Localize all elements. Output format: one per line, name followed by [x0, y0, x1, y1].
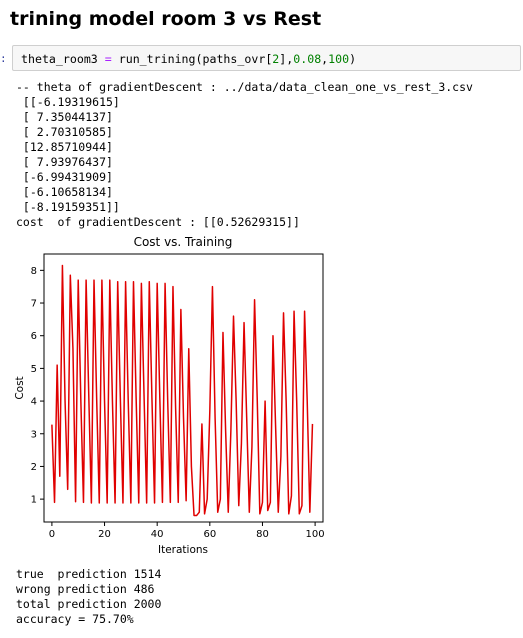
- theta-line: [ 7.93976437]: [16, 155, 113, 169]
- code-iterations: 100: [328, 52, 350, 66]
- y-axis: 1 2 3 4 5 6 7 8: [31, 266, 44, 506]
- code-learning-rate: 0.08: [293, 52, 322, 66]
- theta-line: [-6.10658134]: [16, 185, 113, 199]
- x-tick-label: 100: [306, 529, 325, 540]
- code-call: run_trining(paths_ovr[: [118, 52, 273, 66]
- y-tick-label: 3: [31, 429, 37, 440]
- cell-prompt: :: [0, 52, 7, 65]
- cost-chart-svg: Cost vs. Training 0 20 40 60 80 100 12345678 …: [14, 235, 325, 556]
- code-close: ): [349, 52, 357, 66]
- output-header: -- theta of gradientDescent : ../data/da…: [16, 80, 473, 94]
- code-mid: ],: [279, 52, 294, 66]
- x-tick-label: 40: [151, 529, 164, 540]
- accuracy: accuracy = 75.70%: [16, 612, 134, 626]
- plot-lines: [51, 264, 314, 517]
- y-tick-label: 5: [31, 364, 37, 375]
- y-tick-label: 2: [31, 462, 37, 473]
- cost-line: cost of gradientDescent : [[0.52629315]]: [16, 215, 300, 229]
- theta-line: [-6.99431909]: [16, 170, 113, 184]
- total-prediction: total prediction 2000: [16, 597, 162, 611]
- results-output: true prediction 1514 wrong prediction 486…: [16, 567, 161, 627]
- y-tick-label: 1: [31, 495, 37, 506]
- wrong-prediction: wrong prediction 486: [16, 582, 155, 596]
- chart-title: Cost vs. Training: [134, 235, 233, 249]
- y-tick-label: 7: [31, 299, 37, 310]
- theta-line: [-8.19159351]]: [16, 200, 120, 214]
- code-equals: =: [104, 52, 112, 66]
- code-index: 2: [272, 52, 280, 66]
- y-tick-label: 8: [31, 266, 37, 277]
- code-comma: ,: [321, 52, 329, 66]
- theta-line: [12.85710944]: [16, 140, 113, 154]
- x-tick-label: 0: [49, 529, 55, 540]
- theta-line: [ 7.35044137]: [16, 110, 113, 124]
- y-tick-label: 6: [31, 331, 37, 342]
- plot-frame: [43, 253, 324, 523]
- code-variable: theta_room3: [21, 52, 98, 66]
- cost-series-line: [51, 264, 314, 517]
- true-prediction: true prediction 1514: [16, 567, 162, 581]
- x-tick-label: 80: [256, 529, 269, 540]
- x-axis-label: Iterations: [158, 544, 208, 556]
- x-tick-label: 20: [98, 529, 111, 540]
- cell-output: -- theta of gradientDescent : ../data/da…: [16, 80, 473, 230]
- code-cell[interactable]: theta_room3 = run_trining(paths_ovr[2],0…: [12, 45, 521, 71]
- x-tick-label: 60: [203, 529, 216, 540]
- page-title: trining model room 3 vs Rest: [10, 8, 322, 30]
- y-axis-label: Cost: [14, 376, 26, 399]
- x-axis: 0 20 40 60 80 100: [49, 522, 325, 540]
- theta-line: [[-6.19319615]: [16, 95, 120, 109]
- theta-line: [ 2.70310585]: [16, 125, 113, 139]
- y-tick-label: 4: [31, 397, 37, 408]
